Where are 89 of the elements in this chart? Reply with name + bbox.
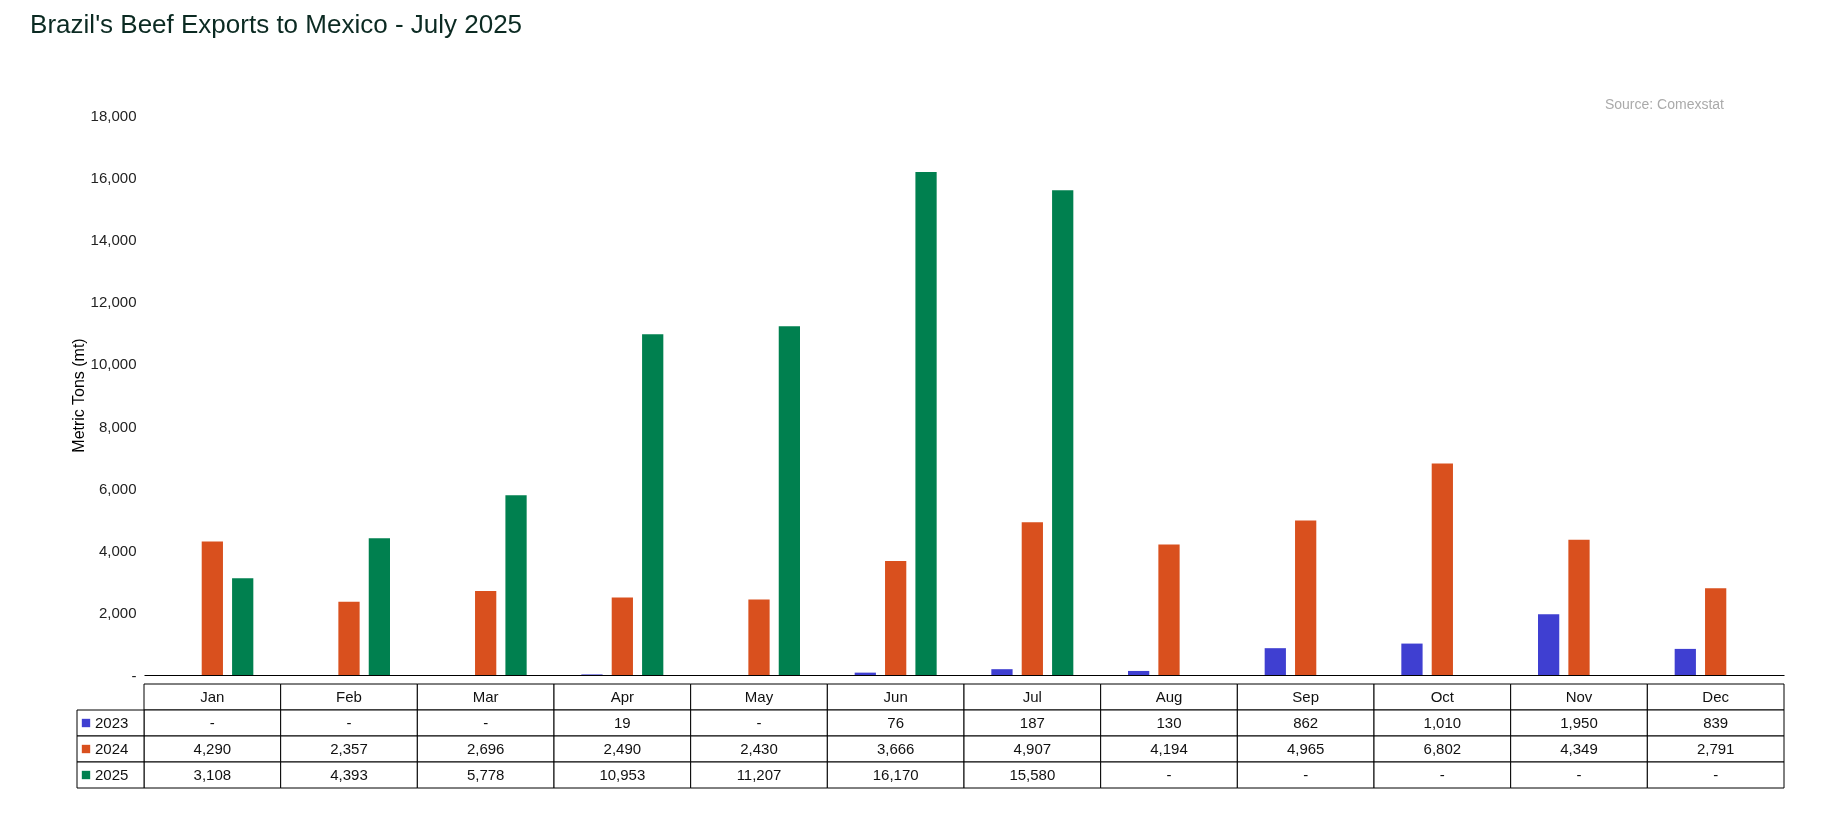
bar (1295, 520, 1317, 675)
data-label: 3,108 (193, 766, 232, 783)
y-tick-label: 12,000 (90, 293, 137, 311)
bar (1705, 588, 1727, 675)
text: - (346, 714, 352, 731)
chart-title: Brazil's Beef Exports to Mexico - July 2025 (30, 9, 523, 39)
text: - (483, 714, 489, 731)
bar (748, 599, 770, 675)
y-tick-label: 10,000 (90, 355, 137, 373)
y-tick-label: 4,000 (98, 542, 137, 560)
text: - (209, 714, 215, 731)
bar (1264, 648, 1286, 675)
x-tick-label: Jan (200, 688, 225, 705)
bar (642, 334, 664, 675)
text: - (756, 714, 762, 731)
data-label: 3,666 (876, 740, 915, 757)
bar (1021, 522, 1043, 675)
x-tick-label: Mar (472, 688, 499, 705)
y-tick-label: 18,000 (90, 106, 137, 124)
data-label: 5,778 (466, 766, 505, 783)
bar (475, 591, 497, 675)
data-label: 187 (1019, 714, 1045, 731)
y-tick-label: 6,000 (98, 479, 137, 497)
bar (991, 669, 1013, 675)
bar (338, 601, 360, 675)
y-tick-label: 8,000 (98, 417, 137, 435)
data-label: 15,580 (1009, 766, 1056, 783)
bar (201, 541, 223, 675)
data-label: 2,696 (466, 740, 505, 757)
data-label: 2,490 (603, 740, 642, 757)
source-note: Source: Comexstat (1604, 96, 1725, 112)
data-label: 4,290 (193, 740, 232, 757)
bar (1128, 670, 1150, 675)
data-label: 4,349 (1560, 740, 1598, 757)
data-label: 2,791 (1696, 740, 1735, 757)
text: - (1166, 766, 1172, 783)
data-label: 839 (1703, 714, 1729, 731)
text: - (1303, 766, 1309, 783)
data-label: 130 (1156, 714, 1182, 731)
bar (505, 495, 527, 675)
data-label: 1,010 (1423, 714, 1462, 731)
data-label: 4,965 (1286, 740, 1325, 757)
bar (1538, 614, 1560, 675)
data-label: 4,194 (1150, 740, 1188, 757)
data-label: 4,907 (1013, 740, 1052, 757)
x-tick-label: Sep (1292, 688, 1320, 705)
data-label: 16,170 (872, 766, 919, 783)
data-label: 76 (887, 714, 905, 731)
x-tick-label: Nov (1565, 688, 1593, 705)
bar (778, 326, 800, 675)
bar (1158, 544, 1180, 675)
x-tick-label: Jul (1022, 688, 1042, 705)
x-tick-label: Apr (610, 688, 635, 705)
x-tick-label: Dec (1702, 688, 1730, 705)
text: - (1439, 766, 1445, 783)
data-label: 6,802 (1423, 740, 1462, 757)
y-axis-title: Metric Tons (mt) (69, 338, 87, 453)
legend-label: 2023 (95, 714, 129, 731)
bar (915, 171, 937, 675)
y-tick-label: - (131, 666, 137, 684)
bar (1052, 190, 1074, 675)
x-tick-label: May (744, 688, 774, 705)
bar (232, 578, 254, 675)
legend-label: 2025 (95, 766, 129, 783)
data-label: 862 (1293, 714, 1319, 731)
bar (611, 597, 633, 675)
data-label: 1,950 (1560, 714, 1598, 731)
x-tick-label: Oct (1430, 688, 1455, 705)
x-tick-label: Jun (883, 688, 908, 705)
bar (1568, 539, 1590, 675)
text: - (1713, 766, 1719, 783)
legend-label: 2024 (95, 740, 129, 757)
data-label: 10,953 (599, 766, 646, 783)
y-tick-label: 14,000 (90, 230, 137, 248)
y-tick-label: 16,000 (90, 168, 137, 186)
bar (368, 538, 390, 675)
data-label: 2,430 (740, 740, 778, 757)
data-label: 11,207 (736, 766, 782, 783)
x-tick-label: Aug (1155, 688, 1183, 705)
y-tick-label: 2,000 (98, 604, 137, 622)
x-tick-label: Feb (336, 688, 362, 705)
bar (1674, 648, 1696, 675)
bar (1401, 643, 1423, 675)
data-label: 19 (613, 714, 631, 731)
text: - (1576, 766, 1582, 783)
data-label: 2,357 (330, 740, 368, 757)
data-label: 4,393 (330, 766, 368, 783)
bar (1431, 463, 1453, 675)
bar (885, 560, 907, 675)
